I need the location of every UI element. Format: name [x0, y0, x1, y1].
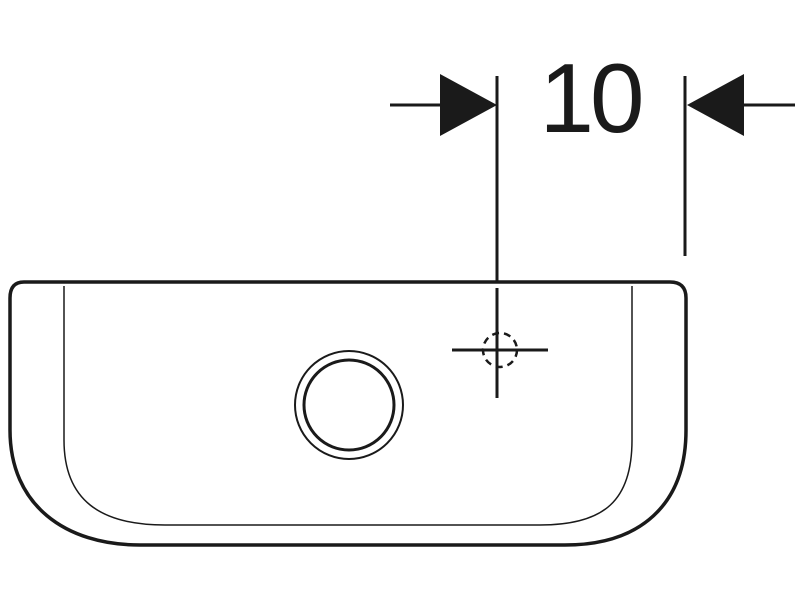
- basin-inner-bowl-outline: [63, 286, 633, 526]
- basin-outer-outline: [8, 280, 688, 547]
- arrowhead-left-pointing-icon: [687, 74, 744, 136]
- dimension-value: 10: [539, 43, 641, 153]
- arrowhead-right-pointing-icon: [440, 74, 497, 136]
- circle-ring-icon: [294, 350, 404, 460]
- crosshair-dashed-circle-icon: [452, 331, 548, 369]
